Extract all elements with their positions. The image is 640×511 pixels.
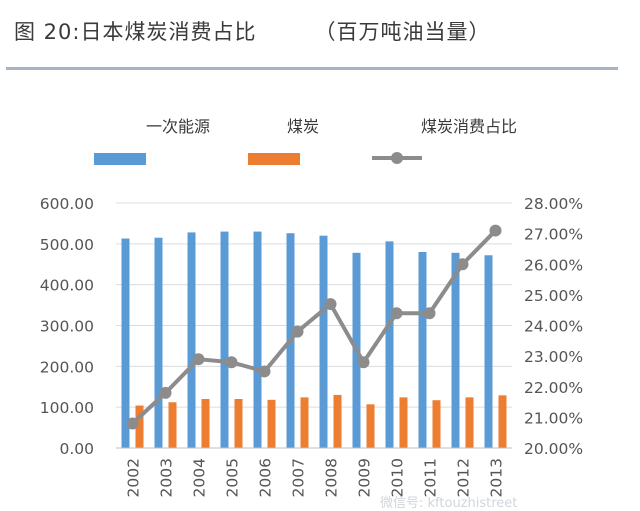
right-tick-label: 25.00% <box>524 287 583 305</box>
share-point <box>225 356 238 369</box>
share-point <box>390 307 403 320</box>
x-axis: 2002 2003 2004 2005 2006 2007 2008 2009 2010 2011… <box>116 447 512 497</box>
left-tick-label: 200.00 <box>40 358 94 376</box>
bar-primary-energy <box>319 235 328 448</box>
legend-coal-share-label: 煤炭消费占比 <box>421 117 517 136</box>
bar-coal <box>333 394 342 448</box>
bar-primary-energy <box>220 231 229 448</box>
legend-primary-energy-label: 一次能源 <box>146 117 210 136</box>
left-tick-label: 600.00 <box>40 195 94 213</box>
bar-primary-energy <box>121 238 130 448</box>
gridlines <box>116 202 512 408</box>
watermark: 微信号: kftouzhistreet <box>380 496 518 511</box>
share-point <box>456 258 469 271</box>
bar-primary-energy <box>253 231 262 448</box>
legend-coal-swatch <box>248 153 300 165</box>
left-tick-label: 0.00 <box>59 440 94 458</box>
share-point <box>357 356 370 369</box>
right-tick-label: 28.00% <box>524 195 583 213</box>
share-point <box>489 224 502 237</box>
bar-coal <box>366 404 375 448</box>
left-tick-label: 400.00 <box>40 277 94 295</box>
bar-coal <box>168 402 177 448</box>
left-tick-label: 300.00 <box>40 318 94 336</box>
x-tick-label: 2006 <box>257 458 275 497</box>
share-line <box>131 229 497 425</box>
bar-coal <box>465 397 474 448</box>
x-tick-label: 2011 <box>422 458 440 497</box>
bar-primary-energy <box>418 252 427 448</box>
right-tick-label: 24.00% <box>524 318 583 336</box>
left-tick-label: 500.00 <box>40 236 94 254</box>
right-tick-label: 22.00% <box>524 379 583 397</box>
right-tick-label: 23.00% <box>524 348 583 366</box>
bar-coal <box>201 399 210 448</box>
x-tick-label: 2002 <box>125 458 143 497</box>
bar-primary-energy <box>451 252 460 448</box>
line-series <box>126 224 502 430</box>
bar-primary-energy <box>154 237 163 448</box>
chart-title-unit: （百万吨油当量） <box>314 20 491 44</box>
bar-primary-energy <box>385 241 394 448</box>
left-tick-label: 100.00 <box>40 399 94 417</box>
x-tick-label: 2004 <box>191 458 209 497</box>
bar-coal <box>432 400 441 448</box>
bar-series <box>121 231 507 448</box>
share-point <box>423 307 436 320</box>
bar-primary-energy <box>484 255 493 448</box>
legend-coal-share-marker <box>391 152 403 164</box>
bar-coal <box>135 405 144 448</box>
x-tick-label: 2008 <box>323 458 341 497</box>
share-point <box>291 325 304 338</box>
legend-primary-energy-swatch <box>94 153 146 165</box>
bar-coal <box>234 399 243 448</box>
chart-title-main: 图 20:日本煤炭消费占比 <box>14 20 257 44</box>
share-point <box>192 353 205 366</box>
x-tick-label: 2009 <box>356 458 374 497</box>
right-tick-label: 26.00% <box>524 256 583 274</box>
legend-coal-label: 煤炭 <box>287 117 319 136</box>
x-tick-label: 2003 <box>158 458 176 497</box>
share-point <box>324 298 337 311</box>
right-tick-label: 20.00% <box>524 440 583 458</box>
title-divider <box>6 67 618 70</box>
right-tick-label: 27.00% <box>524 226 583 244</box>
chart-title: 图 20:日本煤炭消费占比 （百万吨油当量） <box>14 16 490 46</box>
x-tick-label: 2012 <box>455 458 473 497</box>
bar-coal <box>267 399 276 448</box>
bar-coal <box>399 397 408 448</box>
legend: 一次能源 煤炭 煤炭消费占比 <box>94 117 517 165</box>
x-tick-label: 2010 <box>389 458 407 497</box>
left-axis: 0.00 100.00 200.00 300.00 400.00 500.00 600.00 <box>40 195 94 458</box>
share-point <box>126 417 139 430</box>
x-tick-label: 2005 <box>224 458 242 497</box>
bar-coal <box>300 397 309 448</box>
bar-coal <box>498 395 507 448</box>
bar-primary-energy <box>187 232 196 448</box>
share-point <box>159 386 172 399</box>
x-tick-label: 2013 <box>488 458 506 497</box>
share-point <box>258 365 271 378</box>
right-tick-label: 21.00% <box>524 409 583 427</box>
right-axis: 20.00% 21.00% 22.00% 23.00% 24.00% 25.00% 26.0… <box>524 195 583 458</box>
x-tick-label: 2007 <box>290 458 308 497</box>
